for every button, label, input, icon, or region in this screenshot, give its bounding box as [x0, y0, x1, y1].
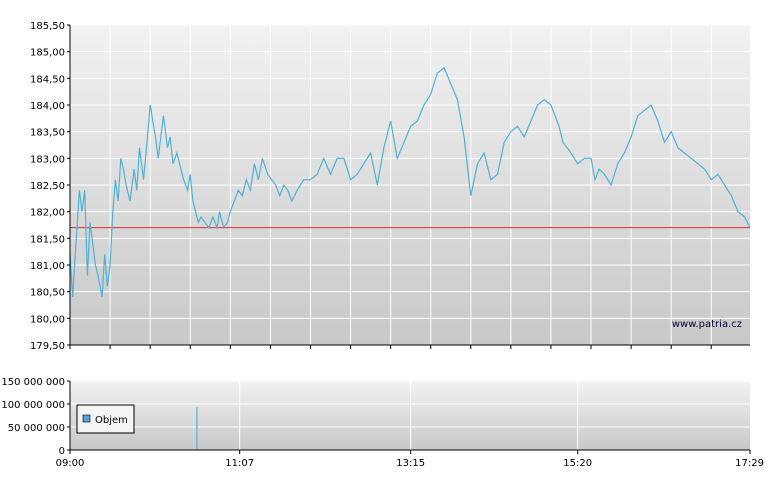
price-y-tick-label: 182,50	[30, 181, 65, 192]
volume-x-tick-label: 09:00	[56, 458, 85, 469]
price-y-tick-label: 183,50	[30, 128, 65, 139]
price-y-tick-label: 179,50	[30, 341, 65, 352]
price-chart: 185,50 185,00 184,50 184,00 183,50 183,00 182,…	[30, 21, 751, 352]
price-line	[69, 66, 751, 298]
price-y-tick-label: 184,50	[30, 74, 65, 85]
volume-y-axis: 150 000 000 100 000 000 50 000 000 0	[1, 377, 70, 457]
volume-legend: Objem	[76, 404, 135, 434]
volume-y-tick-label: 150 000 000	[1, 377, 65, 388]
price-y-tick-label: 185,00	[30, 48, 65, 59]
legend-swatch	[82, 414, 91, 423]
price-y-tick-label: 184,00	[30, 101, 65, 112]
price-x-axis-ticks	[69, 345, 712, 349]
volume-x-tick-label: 11:07	[225, 458, 254, 469]
price-y-tick-label: 185,50	[30, 21, 65, 32]
price-y-tick-label: 180,00	[30, 314, 65, 325]
price-grid	[70, 24, 750, 346]
volume-y-tick-label: 50 000 000	[8, 423, 65, 434]
watermark: www.patria.cz	[672, 319, 742, 330]
volume-plot-background	[70, 381, 750, 450]
price-y-tick-label: 180,50	[30, 288, 65, 299]
volume-y-tick-label: 100 000 000	[1, 400, 65, 411]
price-y-tick-label: 182,00	[30, 208, 65, 219]
legend-label: Objem	[95, 415, 128, 426]
price-y-tick-label: 181,00	[30, 261, 65, 272]
volume-x-axis: 09:00 11:07 13:15 15:20 17:29	[56, 450, 764, 469]
price-y-axis: 185,50 185,00 184,50 184,00 183,50 183,00 182,…	[30, 21, 70, 352]
volume-x-tick-label: 15:20	[563, 458, 592, 469]
price-y-tick-label: 183,00	[30, 154, 65, 165]
volume-x-tick-label: 13:15	[396, 458, 425, 469]
price-y-tick-label: 181,50	[30, 234, 65, 245]
volume-y-tick-label: 0	[59, 446, 65, 457]
volume-x-tick-label: 17:29	[735, 458, 764, 469]
